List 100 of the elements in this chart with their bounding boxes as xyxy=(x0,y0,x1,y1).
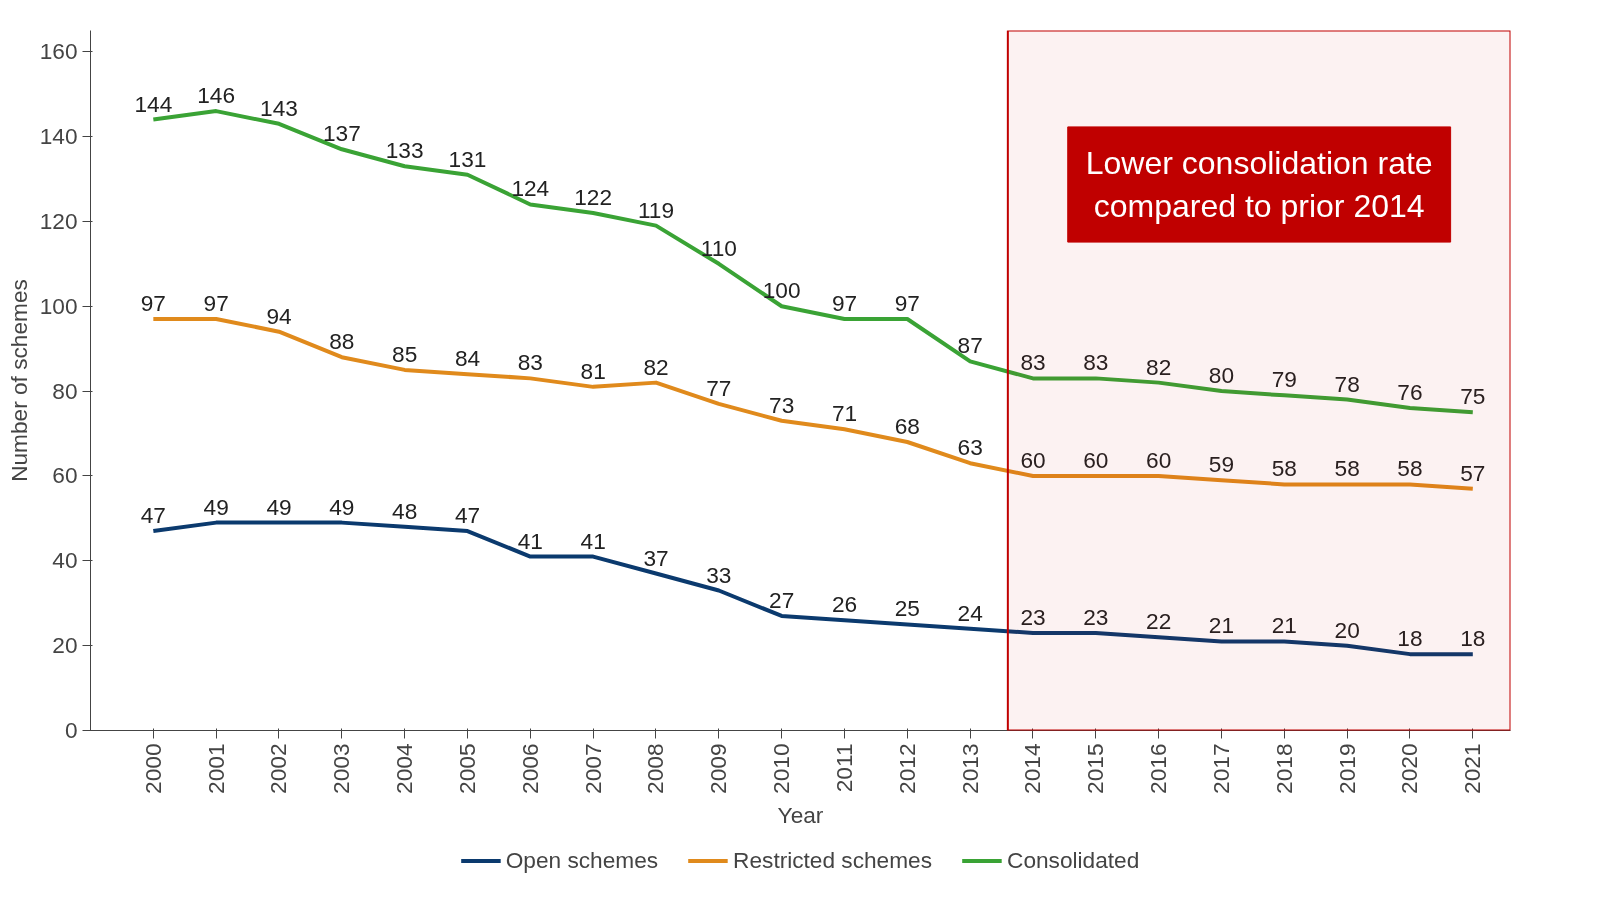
data-label: 75 xyxy=(1460,383,1486,410)
legend-label: Open schemes xyxy=(505,846,659,874)
data-label: 57 xyxy=(1460,459,1486,486)
x-tick-label: 2014 xyxy=(1019,743,1046,794)
data-label: 119 xyxy=(637,196,675,223)
data-label: 78 xyxy=(1334,370,1360,397)
data-label: 37 xyxy=(643,544,669,571)
x-tick-label: 2005 xyxy=(453,743,480,794)
x-tick-label: 2006 xyxy=(516,743,543,794)
data-label: 25 xyxy=(894,595,920,622)
data-label: 41 xyxy=(580,527,606,554)
data-label: 143 xyxy=(260,94,298,121)
y-tick-label: 60 xyxy=(52,462,78,489)
y-tick-label: 80 xyxy=(52,377,78,404)
x-tick-label: 2011 xyxy=(830,743,857,793)
band-label: Lower consolidation rate compared to prior 2014 xyxy=(1085,144,1433,225)
data-label: 122 xyxy=(574,183,613,210)
x-tick-label: 2001 xyxy=(202,743,229,794)
x-tick-label: 2013 xyxy=(956,743,983,794)
data-label: 124 xyxy=(511,175,550,202)
data-label: 18 xyxy=(1460,625,1486,652)
data-label: 18 xyxy=(1397,625,1423,652)
data-label: 87 xyxy=(957,332,983,359)
x-tick-label: 2007 xyxy=(579,743,606,794)
data-label: 137 xyxy=(322,120,361,147)
data-label: 79 xyxy=(1271,366,1297,393)
data-label: 68 xyxy=(894,413,920,440)
data-label: 97 xyxy=(831,289,858,316)
y-tick-label: 20 xyxy=(52,632,78,659)
data-label: 59 xyxy=(1208,451,1235,478)
data-label: 97 xyxy=(140,289,166,316)
y-tick-label: 120 xyxy=(39,207,78,234)
data-label: 26 xyxy=(831,591,858,618)
x-tick-label: 2015 xyxy=(1082,743,1109,794)
y-tick-label: 140 xyxy=(39,123,78,150)
legend-label: Restricted schemes xyxy=(733,846,933,874)
data-label: 131 xyxy=(448,145,487,172)
data-label: 80 xyxy=(1208,362,1235,389)
x-tick-label: 2000 xyxy=(139,743,166,794)
data-label: 20 xyxy=(1334,616,1360,643)
data-label: 23 xyxy=(1083,603,1109,630)
data-label: 21 xyxy=(1208,612,1235,639)
data-label: 100 xyxy=(762,277,801,304)
data-label: 85 xyxy=(392,340,418,367)
data-label: 49 xyxy=(329,493,355,520)
x-tick-label: 2017 xyxy=(1207,743,1234,794)
data-label: 94 xyxy=(266,302,292,329)
data-label: 84 xyxy=(454,345,481,372)
data-label: 21 xyxy=(1271,612,1297,639)
data-label: 110 xyxy=(700,234,737,261)
x-tick-label: 2019 xyxy=(1333,743,1360,794)
data-label: 47 xyxy=(140,502,166,529)
data-label: 41 xyxy=(517,527,543,554)
data-label: 49 xyxy=(266,493,292,520)
x-tick-label: 2009 xyxy=(705,743,732,794)
x-tick-label: 2010 xyxy=(768,743,795,794)
data-label: 48 xyxy=(392,497,418,524)
x-tick-label: 2008 xyxy=(642,743,669,794)
data-label: 88 xyxy=(329,328,355,355)
data-label: 144 xyxy=(134,90,173,117)
data-label: 22 xyxy=(1146,608,1172,635)
x-tick-label: 2021 xyxy=(1459,743,1486,794)
data-label: 60 xyxy=(1083,446,1109,473)
data-label: 83 xyxy=(1020,349,1046,376)
data-label: 133 xyxy=(385,137,424,164)
data-label: 63 xyxy=(957,434,983,461)
data-label: 60 xyxy=(1020,446,1046,473)
data-label: 82 xyxy=(1146,353,1172,380)
data-label: 58 xyxy=(1397,455,1423,482)
data-label: 47 xyxy=(454,502,481,529)
data-label: 77 xyxy=(706,374,732,401)
y-tick-label: 160 xyxy=(39,38,78,65)
x-tick-label: 2003 xyxy=(328,743,355,794)
data-label: 27 xyxy=(769,586,795,613)
data-label: 83 xyxy=(1083,349,1109,376)
data-label: 49 xyxy=(203,493,229,520)
data-label: 146 xyxy=(197,82,236,109)
data-label: 71 xyxy=(831,400,858,427)
data-label: 76 xyxy=(1397,379,1423,406)
y-tick-label: 100 xyxy=(39,292,78,319)
data-label: 60 xyxy=(1146,446,1172,473)
x-tick-label: 2002 xyxy=(265,743,292,794)
y-axis-title: Number of schemes xyxy=(5,279,32,482)
data-label: 24 xyxy=(957,599,983,626)
legend-label: Consolidated xyxy=(1007,846,1140,874)
y-tick-label: 40 xyxy=(52,547,78,574)
data-label: 33 xyxy=(706,561,732,588)
x-tick-label: 2020 xyxy=(1396,743,1423,794)
x-tick-label: 2012 xyxy=(893,743,920,794)
data-label: 58 xyxy=(1334,455,1360,482)
y-tick-label: 0 xyxy=(64,717,78,743)
data-label: 23 xyxy=(1020,603,1046,630)
data-label: 58 xyxy=(1271,455,1297,482)
data-label: 81 xyxy=(580,357,606,384)
x-tick-label: 2018 xyxy=(1270,743,1297,794)
x-axis-title: Year xyxy=(777,801,824,828)
data-label: 97 xyxy=(894,289,920,316)
data-label: 83 xyxy=(517,349,543,376)
data-label: 73 xyxy=(769,391,795,418)
data-label: 97 xyxy=(203,289,229,316)
